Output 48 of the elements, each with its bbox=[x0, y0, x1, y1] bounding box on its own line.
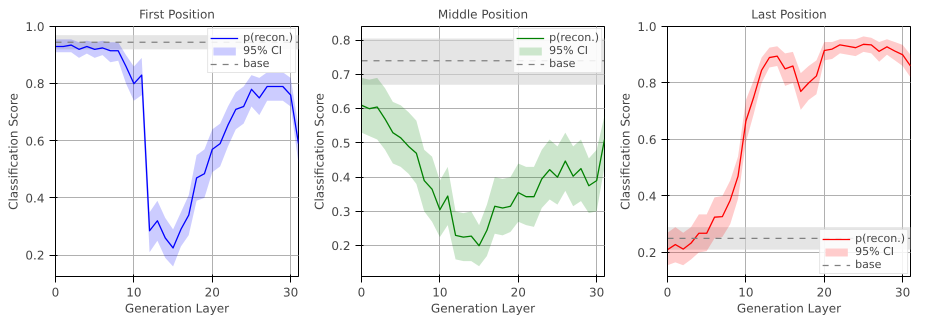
x-tick-label: 20 bbox=[510, 286, 526, 300]
y-axis-title: Classification Score bbox=[6, 93, 20, 210]
legend-label: base bbox=[855, 258, 882, 271]
y-tick-label: 0.4 bbox=[637, 189, 657, 204]
y-tick-label: 0.2 bbox=[331, 239, 351, 254]
y-tick-label: 0.6 bbox=[331, 102, 351, 116]
chart-title: First Position bbox=[139, 8, 215, 22]
x-tick-label: 0 bbox=[358, 286, 366, 300]
line-series bbox=[362, 104, 604, 246]
y-tick-label: 0.5 bbox=[331, 136, 351, 150]
x-axis-title: Generation Layer bbox=[736, 302, 842, 316]
y-tick-label: 0.8 bbox=[331, 34, 351, 48]
y-tick-label: 0.4 bbox=[331, 170, 351, 185]
legend-label: 95% CI bbox=[855, 245, 894, 258]
legend-label: 95% CI bbox=[243, 44, 282, 57]
legend-label: 95% CI bbox=[549, 44, 588, 57]
y-tick-label: 0.8 bbox=[25, 77, 45, 92]
chart-title: Last Position bbox=[751, 8, 827, 22]
x-tick-label: 0 bbox=[664, 286, 672, 300]
x-tick-label: 30 bbox=[283, 286, 298, 300]
legend-label: base bbox=[243, 57, 270, 70]
x-tick-label: 20 bbox=[816, 286, 832, 300]
y-tick-label: 0.2 bbox=[25, 248, 45, 263]
x-axis-title: Generation Layer bbox=[430, 302, 536, 316]
x-tick-label: 10 bbox=[432, 286, 448, 300]
y-tick-label: 0.4 bbox=[25, 191, 45, 206]
legend-label: p(recon.) bbox=[243, 31, 293, 44]
x-tick-label: 30 bbox=[895, 286, 910, 300]
y-tick-label: 0.8 bbox=[637, 76, 657, 90]
x-tick-label: 10 bbox=[738, 286, 754, 300]
y-tick-label: 0.6 bbox=[25, 134, 45, 148]
x-tick-label: 30 bbox=[589, 286, 604, 300]
legend-label: p(recon.) bbox=[549, 31, 599, 44]
x-tick-label: 20 bbox=[204, 286, 220, 300]
y-tick-label: 0.6 bbox=[637, 132, 657, 147]
y-axis-title: Classification Score bbox=[618, 93, 632, 210]
x-tick-label: 0 bbox=[52, 286, 60, 300]
chart-title: Middle Position bbox=[438, 8, 528, 22]
x-axis-title: Generation Layer bbox=[124, 302, 230, 316]
y-tick-label: 0.3 bbox=[331, 204, 351, 219]
ref-line-label: base bbox=[549, 57, 576, 70]
legend-label: p(recon.) bbox=[855, 232, 905, 245]
y-tick-label: 0.7 bbox=[331, 68, 351, 82]
y-axis-title: Classification Score bbox=[312, 93, 326, 210]
y-tick-label: 0.2 bbox=[637, 246, 657, 260]
x-tick-label: 10 bbox=[126, 286, 142, 300]
y-tick-label: 1.0 bbox=[25, 20, 45, 34]
y-tick-label: 1.0 bbox=[637, 20, 657, 34]
